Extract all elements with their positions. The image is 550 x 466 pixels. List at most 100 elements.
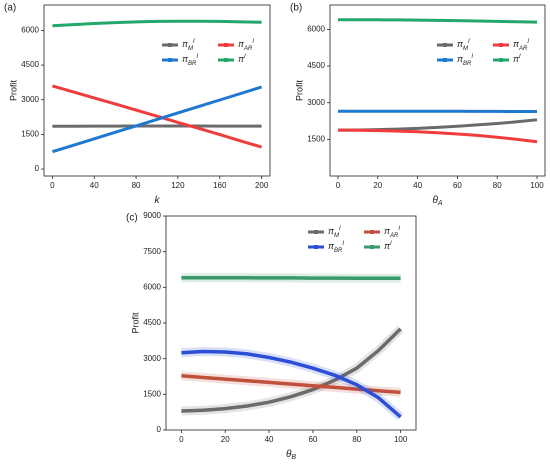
- y-tick-label: 6000: [307, 25, 325, 34]
- legend-label: πI: [238, 54, 246, 65]
- legend-marker: [443, 58, 447, 62]
- legend-sub: M: [463, 46, 468, 52]
- x-label-main: θ: [432, 195, 438, 206]
- x-tick-label: 60: [453, 181, 462, 190]
- legend-sup: I: [339, 226, 341, 232]
- legend-sub: AR: [243, 46, 253, 52]
- x-tick-label: 0: [179, 435, 184, 444]
- x-label-sub: A: [437, 200, 443, 207]
- chart-panel: (c) 0 1500 3000 4500 6000 7500 9000 0 20 40 60 80 100…: [126, 211, 417, 461]
- legend-sup: I: [468, 39, 470, 45]
- x-tick-label: 40: [413, 181, 422, 190]
- legend-sub: AR: [389, 233, 399, 239]
- x-tick-label: 40: [265, 435, 274, 444]
- series-line: [51, 84, 263, 149]
- series-line: [337, 118, 538, 132]
- series-line: [338, 18, 538, 24]
- legend-marker: [499, 43, 503, 47]
- x-tick-label: 60: [308, 435, 317, 444]
- y-tick-label: 1500: [143, 389, 161, 398]
- x-label-main: k: [155, 195, 161, 206]
- legend-sub: M: [334, 233, 339, 239]
- y-tick-label: 4500: [307, 61, 325, 70]
- y-axis-label: Profit: [130, 312, 140, 334]
- legend-name: π: [384, 241, 391, 251]
- panel-label: (c): [126, 213, 138, 224]
- series-line: [52, 19, 262, 28]
- legend-marker: [370, 230, 374, 234]
- x-label-main: θ: [286, 449, 292, 460]
- legend-marker: [499, 58, 503, 62]
- x-tick-label: 40: [90, 181, 99, 190]
- legend-name: π: [457, 39, 464, 49]
- legend-label: πARI: [384, 226, 400, 239]
- legend-marker: [224, 43, 228, 47]
- legend-name: π: [513, 39, 520, 49]
- x-tick-label: 160: [213, 181, 227, 190]
- legend-marker: [314, 230, 318, 234]
- y-tick-label: 3000: [307, 98, 325, 107]
- series-line: [181, 276, 401, 281]
- series-glow: [181, 325, 404, 416]
- legend-sub: M: [188, 46, 193, 52]
- x-tick-label: 120: [171, 181, 185, 190]
- y-tick-label: 3000: [21, 95, 39, 104]
- x-tick-label: 0: [336, 181, 341, 190]
- legend-sub: AR: [518, 46, 528, 52]
- legend-marker: [168, 58, 172, 62]
- x-tick-label: 80: [493, 181, 502, 190]
- x-axis-label: θA: [432, 195, 442, 207]
- legend-sup: I: [196, 54, 198, 60]
- legend-label: πBRI: [182, 54, 198, 67]
- x-tick-label: 20: [373, 181, 382, 190]
- panel-label: (b): [290, 3, 302, 14]
- y-tick-label: 9000: [143, 211, 161, 220]
- y-tick-label: 6000: [21, 26, 39, 35]
- legend-marker: [168, 43, 172, 47]
- legend-sub: BR: [334, 248, 343, 254]
- legend-label: πMI: [182, 39, 195, 52]
- y-tick-label: 3000: [143, 354, 161, 363]
- x-tick-label: 80: [132, 181, 141, 190]
- legend-name: π: [238, 54, 245, 64]
- legend-sup: I: [390, 241, 392, 247]
- legend-sup: I: [471, 54, 473, 60]
- series-line: [181, 349, 402, 419]
- x-tick-label: 100: [530, 181, 544, 190]
- x-axis-label: θB: [286, 449, 296, 461]
- chart-panel: (a) 0 1500 3000 4500 6000 0 40 80 120 160 200 Profit…: [4, 3, 271, 206]
- x-tick-label: 0: [50, 181, 55, 190]
- plot-frame: [329, 4, 546, 177]
- panel-label: (a): [4, 3, 16, 14]
- legend-sup: I: [398, 226, 400, 232]
- legend-label: πMI: [328, 226, 341, 239]
- legend-sup: I: [244, 54, 246, 60]
- legend-label: πARI: [238, 39, 254, 52]
- legend-label: πBRI: [328, 241, 344, 254]
- x-tick-label: 20: [221, 435, 230, 444]
- y-tick-label: 1500: [307, 134, 325, 143]
- legend-name: π: [513, 54, 520, 64]
- series-line: [337, 128, 538, 144]
- y-axis-label: Profit: [294, 80, 304, 102]
- y-tick-label: 0: [35, 164, 40, 173]
- y-tick-label: 4500: [21, 60, 39, 69]
- y-tick-label: 4500: [143, 318, 161, 327]
- legend-name: π: [182, 54, 189, 64]
- legend-marker: [443, 43, 447, 47]
- y-tick-label: 0: [157, 425, 162, 434]
- legend-marker: [370, 245, 374, 249]
- legend-sub: BR: [463, 61, 472, 67]
- legend-name: π: [457, 54, 464, 64]
- y-tick-label: 6000: [143, 282, 161, 291]
- legend-label: πARI: [513, 39, 529, 52]
- series-line: [51, 85, 263, 154]
- legend-label: πMI: [457, 39, 470, 52]
- legend-sup: I: [193, 39, 195, 45]
- x-axis-label: k: [155, 195, 161, 206]
- legend-marker: [224, 58, 228, 62]
- legend-name: π: [182, 39, 189, 49]
- legend-sup: I: [519, 54, 521, 60]
